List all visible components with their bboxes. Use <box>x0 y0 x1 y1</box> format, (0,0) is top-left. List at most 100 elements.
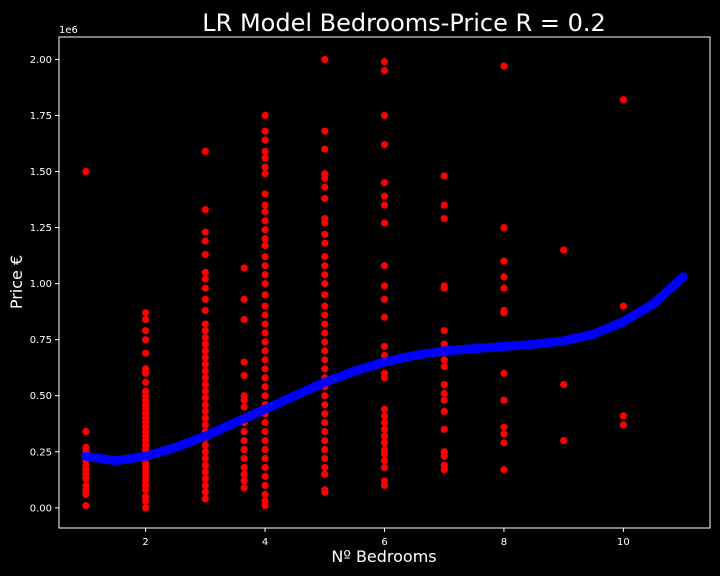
scatter-point <box>380 111 389 120</box>
scatter-point <box>440 461 448 469</box>
scatter-point <box>380 295 389 303</box>
scatter-point <box>380 405 389 413</box>
scatter-point <box>321 410 329 418</box>
scatter-point <box>240 403 248 411</box>
scatter-point <box>321 127 329 135</box>
scatter-point <box>500 369 508 377</box>
scatter-point <box>321 365 329 373</box>
scatter-point <box>261 111 269 120</box>
scatter-point <box>261 338 269 346</box>
scatter-point <box>240 445 248 454</box>
scatter-point <box>321 215 329 223</box>
scatter-point <box>261 445 269 454</box>
scatter-point <box>261 419 269 427</box>
scatter-point <box>142 493 150 501</box>
scatter-point <box>201 387 209 395</box>
y-tick-label: 0.25 <box>30 447 52 458</box>
scatter-point <box>82 427 90 436</box>
scatter-point <box>142 315 150 324</box>
scatter-point <box>380 219 389 227</box>
scatter-point <box>261 472 269 481</box>
y-tick-label: 0.00 <box>30 503 52 514</box>
scatter-point <box>261 481 269 490</box>
x-axis-ticks: 2 4 6 8 10 <box>142 528 630 548</box>
scatter-point <box>261 383 269 391</box>
scatter-point <box>560 380 568 389</box>
fit-line-path <box>81 272 688 466</box>
scatter-point <box>261 127 269 135</box>
scatter-point <box>261 392 269 400</box>
scatter-point <box>380 313 389 321</box>
scatter-point <box>500 273 508 281</box>
scatter-point <box>201 228 209 236</box>
scatter-point <box>261 201 269 209</box>
scatter-point <box>619 302 627 310</box>
scatter-point <box>201 268 209 277</box>
scatter-point <box>261 302 269 310</box>
scatter-point <box>321 280 329 288</box>
scatter-point <box>261 217 269 225</box>
scatter-point <box>440 215 448 223</box>
scatter-point <box>201 367 209 375</box>
scatter-point <box>380 67 389 75</box>
scatter-point <box>201 380 209 389</box>
scatter-point <box>500 284 508 292</box>
scatter-point <box>201 468 209 476</box>
y-tick-label: 2.00 <box>30 55 52 66</box>
scatter-point <box>261 163 269 171</box>
scatter-point <box>82 443 90 451</box>
scatter-point <box>142 387 150 395</box>
scatter-point <box>440 201 448 209</box>
scatter-point <box>261 436 269 445</box>
scatter-point <box>201 306 209 315</box>
scatter-point <box>321 230 329 238</box>
scatter-point <box>500 306 508 315</box>
scatter-point <box>261 136 269 144</box>
scatter-point <box>142 378 150 386</box>
scatter-point <box>261 497 269 505</box>
scatter-point <box>201 407 209 416</box>
scatter-point <box>321 486 329 494</box>
scatter-point <box>440 340 448 348</box>
scatter-point <box>261 329 269 337</box>
scatter-point <box>560 436 568 445</box>
scatter-point <box>321 302 329 310</box>
x-tick-label: 4 <box>262 537 268 548</box>
scatter-point <box>440 448 448 456</box>
scatter-point <box>261 454 269 463</box>
scatter-point <box>201 354 209 362</box>
scatter-point <box>201 327 209 335</box>
scatter-point <box>261 320 269 328</box>
scatter-point <box>201 414 209 422</box>
scatter-point <box>142 504 150 512</box>
scatter-point <box>380 192 389 200</box>
scatter-point <box>619 421 627 429</box>
scatter-point <box>321 454 329 463</box>
scatter-point <box>201 360 209 368</box>
y-offset-label: 1e6 <box>59 25 78 36</box>
scatter-point <box>321 401 329 409</box>
scatter-point <box>321 436 329 445</box>
scatter-point <box>619 412 627 420</box>
scatter-point <box>201 401 209 409</box>
scatter-point <box>380 425 389 433</box>
scatter-point <box>321 271 329 279</box>
scatter-point <box>380 58 389 66</box>
scatter-point <box>440 425 448 433</box>
scatter-point <box>500 257 508 265</box>
scatter-point <box>142 309 150 317</box>
scatter-point <box>261 356 269 364</box>
scatter-point <box>619 96 627 104</box>
scatter-point <box>440 389 448 398</box>
scatter-point <box>321 320 329 328</box>
scatter-point <box>261 490 269 498</box>
scatter-point <box>500 396 508 404</box>
scatter-point <box>240 371 248 380</box>
scatter-point <box>321 183 329 191</box>
scatter-point <box>201 454 209 463</box>
scatter-point <box>261 170 269 178</box>
scatter-point <box>380 342 389 350</box>
y-tick-label: 1.25 <box>30 223 52 234</box>
scatter-point <box>240 295 248 303</box>
